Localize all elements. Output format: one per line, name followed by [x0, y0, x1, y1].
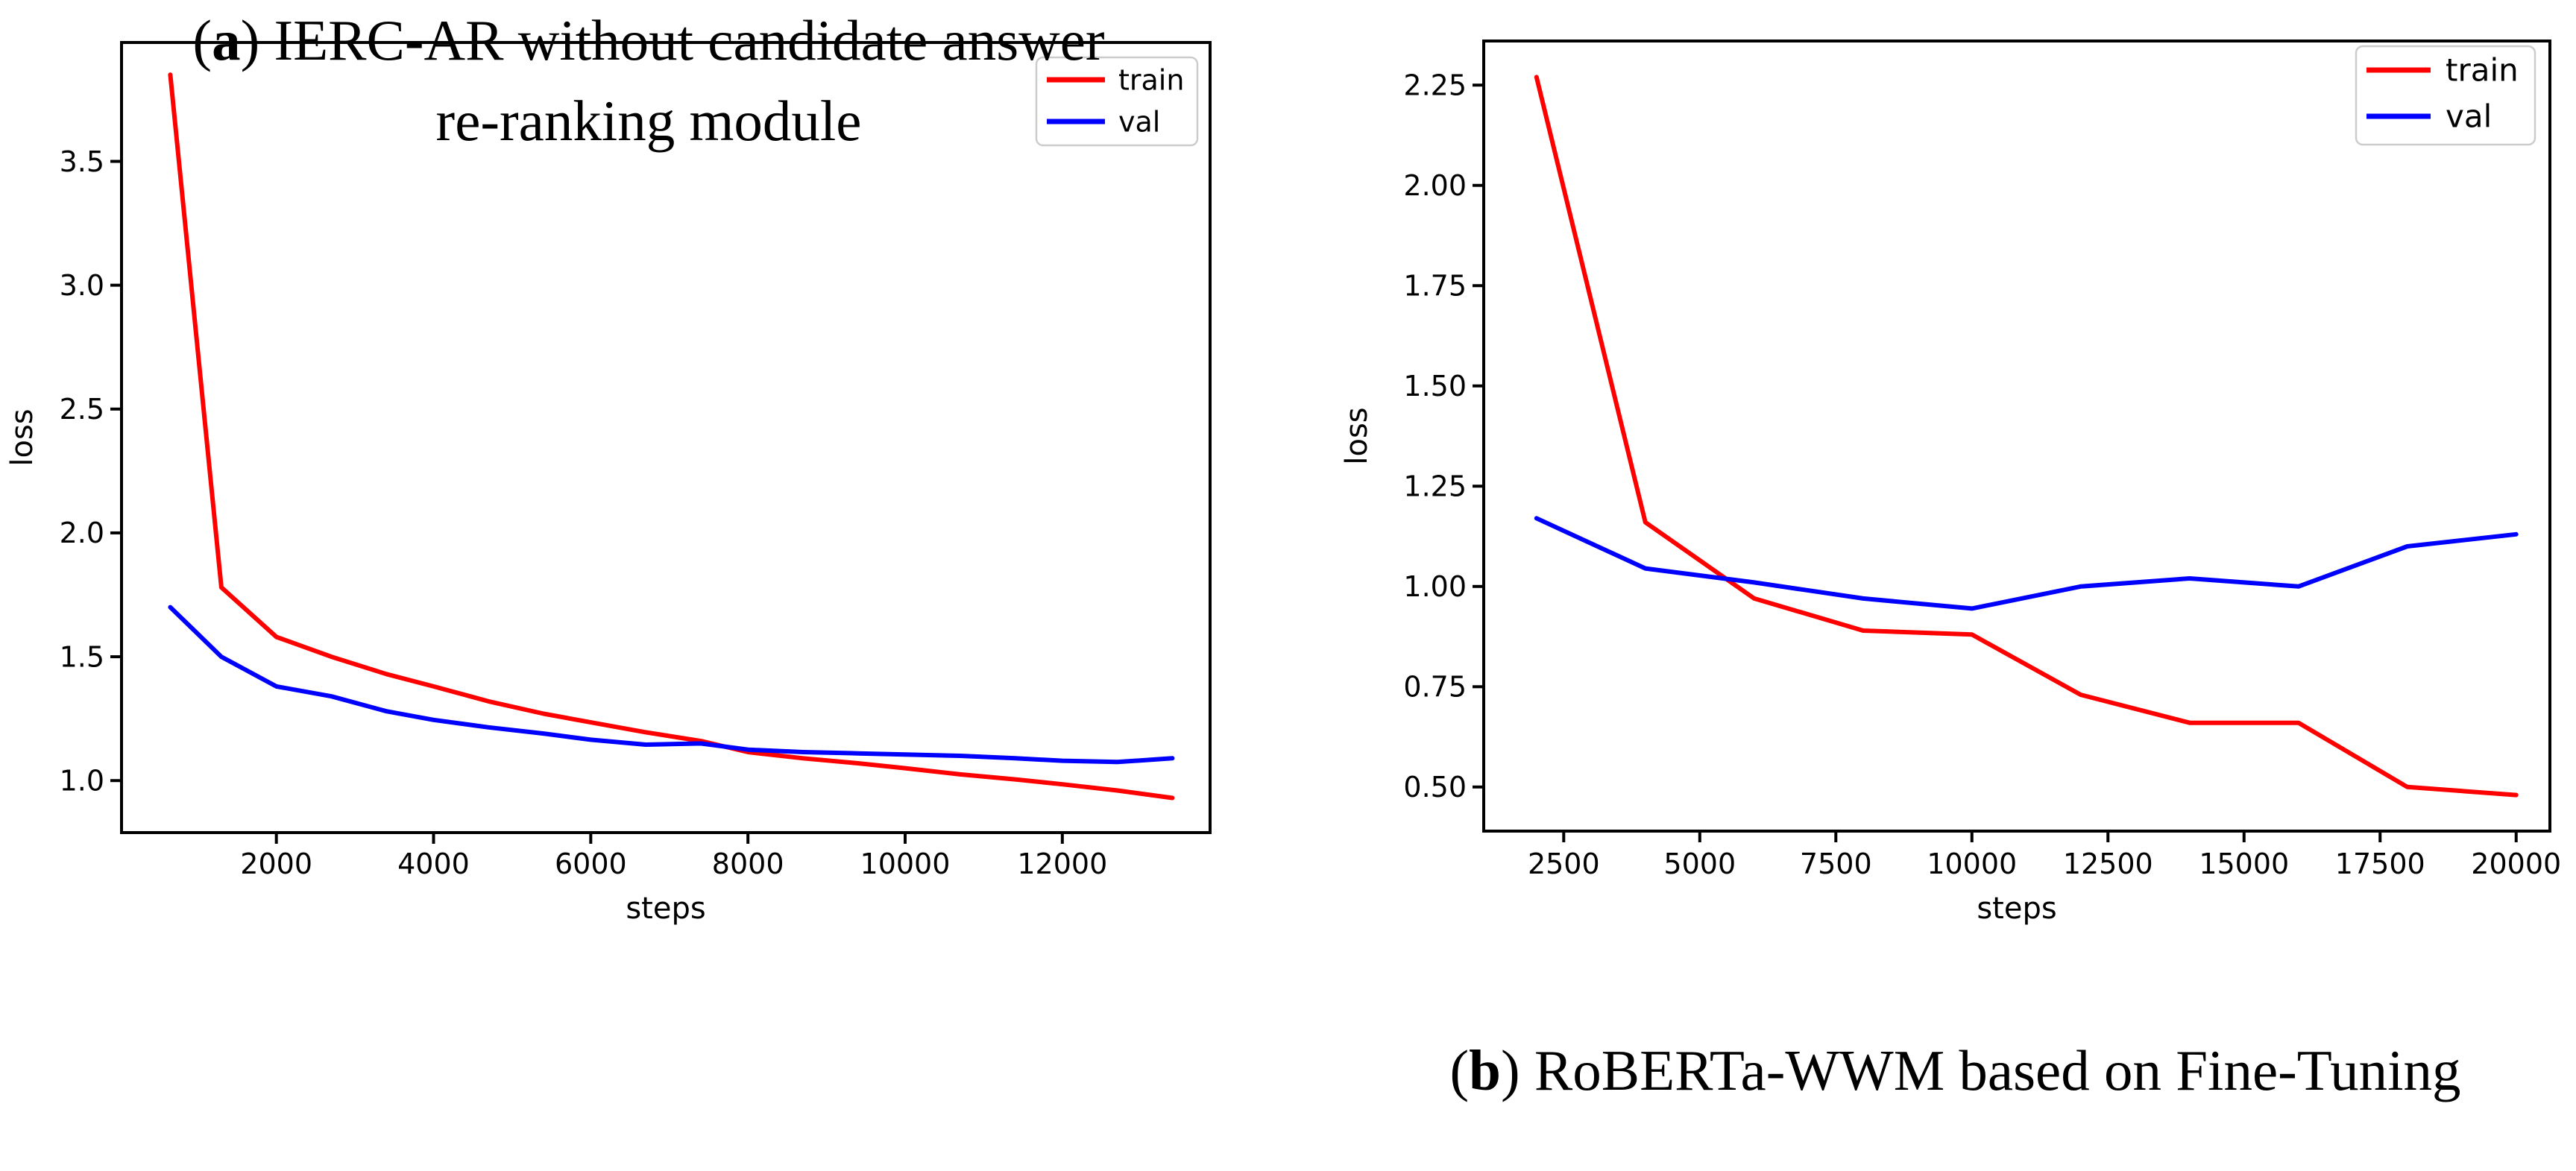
caption-a-line-1: (a) IERC-AR without candidate answer [192, 8, 1105, 72]
x-tick-label: 12500 [2063, 848, 2153, 880]
y-tick-label: 1.75 [1403, 270, 1467, 303]
legend: train val [2355, 45, 2536, 146]
x-tick-label: 8000 [712, 848, 784, 880]
legend: train val [1035, 56, 1199, 147]
y-tick-label: 1.25 [1403, 470, 1467, 503]
x-tick-label: 2000 [240, 848, 312, 880]
y-tick-label: 1.5 [60, 640, 104, 673]
y-axis-title: loss [1340, 407, 1374, 464]
y-tick-label: 3.0 [60, 269, 104, 302]
caption-a: (a) IERC-AR without candidate answer re-r… [0, 0, 1297, 161]
legend-label-val: val [1118, 105, 1160, 138]
x-tick-label: 15000 [2199, 848, 2289, 880]
legend-label-val: val [2446, 98, 2492, 135]
series-train-line [1534, 75, 2519, 798]
y-tick-label: 2.5 [60, 393, 104, 426]
y-axis: 1.0 1.5 2.0 2.5 3.0 3.5 loss [5, 145, 122, 798]
y-tick-label: 1.50 [1403, 370, 1467, 403]
x-tick-label: 12000 [1017, 848, 1107, 880]
y-tick-label: 1.0 [60, 765, 104, 798]
x-axis: 2500 5000 7500 10000 12500 15000 17500 20000 ste… [1528, 831, 2561, 926]
y-axis: 0.50 0.75 1.00 1.25 1.50 1.75 2.00 2.25 loss [1340, 69, 1484, 804]
legend-label-train: train [1118, 63, 1184, 96]
x-tick-label: 17500 [2335, 848, 2425, 880]
chart-b-loss-curves: 2500 5000 7500 10000 12500 15000 17500 20000 ste… [1340, 40, 2561, 926]
caption-b-marker: b [1469, 1038, 1501, 1102]
y-tick-label: 3.5 [60, 145, 104, 178]
caption-b-line-1: (b) RoBERTa-WWM based on Fine-Tuning [1449, 1038, 2461, 1102]
caption-b: (b) RoBERTa-WWM based on Fine-Tuning [1320, 1030, 2576, 1111]
y-tick-label: 0.50 [1403, 771, 1467, 804]
series-val-line [168, 605, 1175, 765]
x-axis: 2000 4000 6000 8000 10000 12000 steps [240, 833, 1107, 926]
x-tick-label: 10000 [860, 848, 951, 880]
x-tick-label: 10000 [1927, 848, 2017, 880]
x-tick-label: 4000 [397, 848, 470, 880]
caption-a-marker: a [212, 8, 241, 72]
legend-label-train: train [2446, 52, 2519, 89]
series-val-line [1534, 516, 2519, 611]
x-tick-label: 7500 [1800, 848, 1872, 880]
x-axis-title: steps [1977, 891, 2056, 926]
x-tick-label: 2500 [1528, 848, 1600, 880]
y-tick-label: 2.25 [1403, 69, 1467, 101]
plot-border [1482, 40, 2551, 833]
caption-a-line-2: re-ranking module [435, 89, 862, 153]
chart-a-loss-curves: 2000 4000 6000 8000 10000 12000 steps 1.0 1.5 2.0… [5, 41, 1212, 926]
x-tick-label: 20000 [2471, 848, 2561, 880]
plot-border [120, 41, 1212, 834]
series-train-line [168, 72, 1175, 801]
x-tick-label: 6000 [555, 848, 627, 880]
y-tick-label: 1.00 [1403, 570, 1467, 603]
y-tick-label: 2.00 [1403, 169, 1467, 202]
y-tick-label: 0.75 [1403, 671, 1467, 704]
x-tick-label: 5000 [1663, 848, 1736, 880]
x-axis-title: steps [626, 891, 705, 926]
y-tick-label: 2.0 [60, 517, 104, 549]
y-axis-title: loss [5, 408, 40, 466]
